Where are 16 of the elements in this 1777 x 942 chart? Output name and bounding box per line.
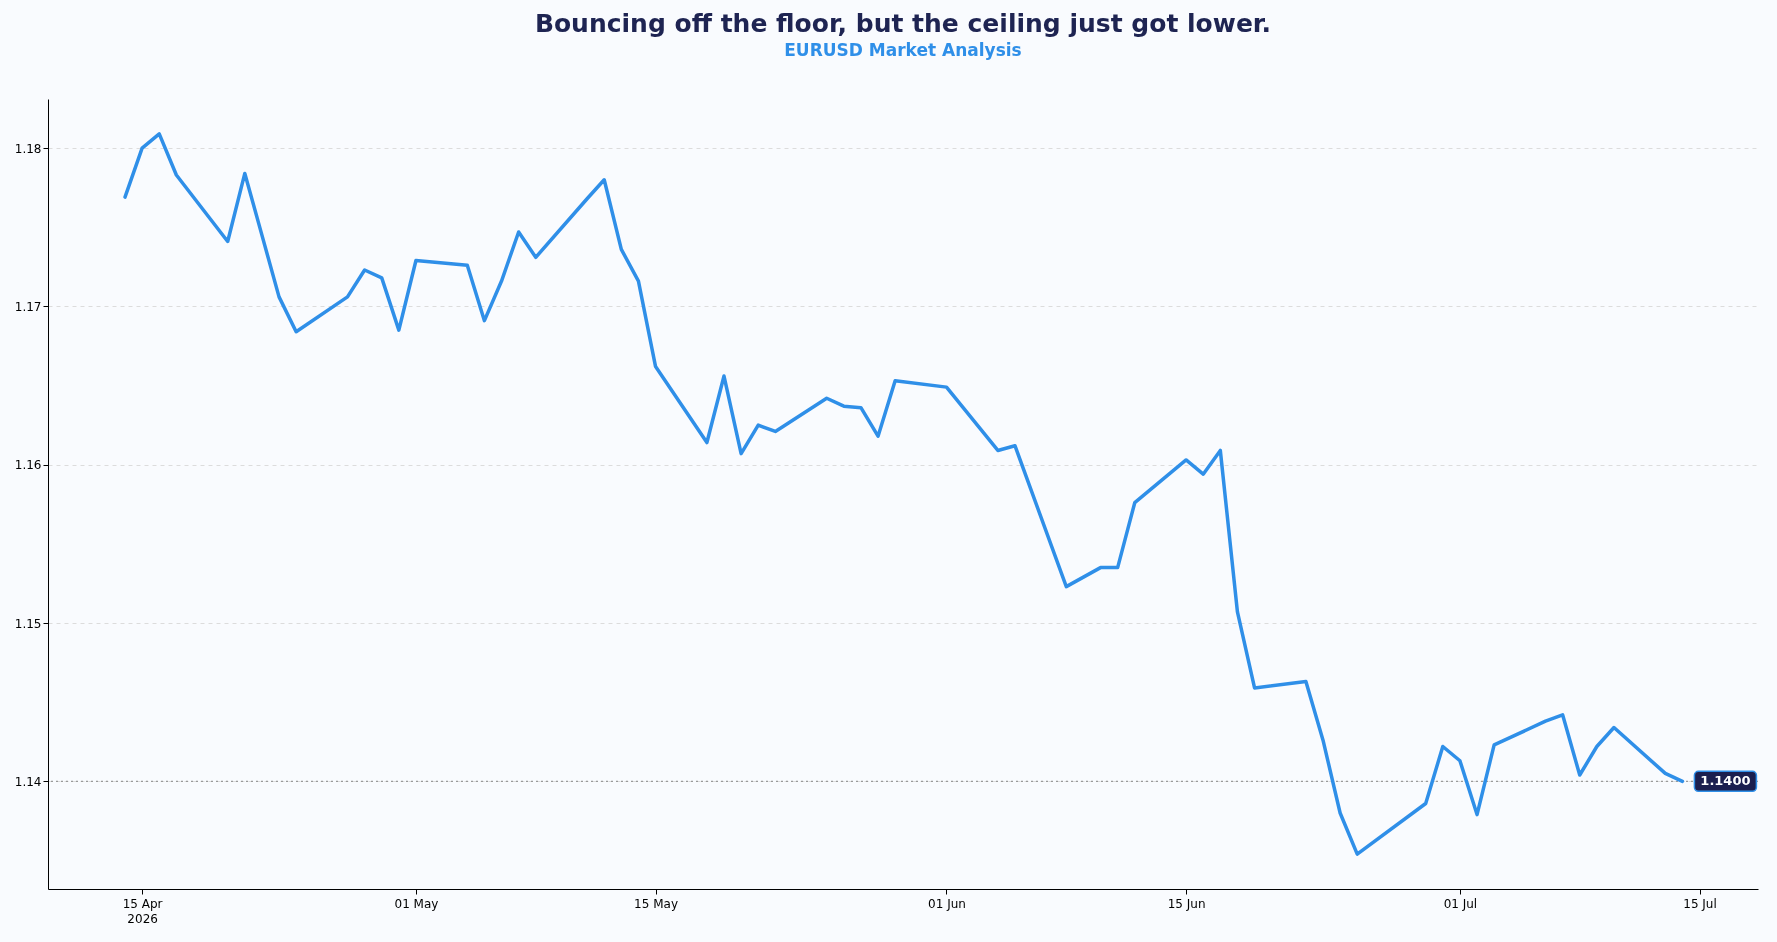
x-tick-label: 01 Jul bbox=[1443, 896, 1478, 911]
y-tick-label: 1.17 bbox=[14, 299, 42, 314]
x-tick-label: 15 May bbox=[634, 896, 679, 911]
x-tick-label: 15 Jul bbox=[1683, 896, 1717, 911]
y-tick-label: 1.14 bbox=[14, 774, 42, 789]
x-tick-label: 15 Jun bbox=[1167, 896, 1206, 911]
x-tick-label: 01 May bbox=[394, 896, 439, 911]
line-series bbox=[123, 132, 1685, 856]
chart-subtitle: EURUSD Market Analysis bbox=[784, 40, 1022, 60]
annotation: 1.1400 bbox=[1700, 773, 1751, 789]
chart-title: Bouncing off the floor, but the ceiling just got lower. bbox=[534, 9, 1272, 38]
y-tick-label: 1.15 bbox=[14, 616, 42, 631]
x-tick-label: 15 Apr 2026 bbox=[122, 896, 163, 926]
y-tick-label: 1.18 bbox=[14, 141, 42, 156]
x-tick-label: 01 Jun bbox=[928, 896, 966, 911]
y-tick-label: 1.16 bbox=[14, 458, 42, 473]
